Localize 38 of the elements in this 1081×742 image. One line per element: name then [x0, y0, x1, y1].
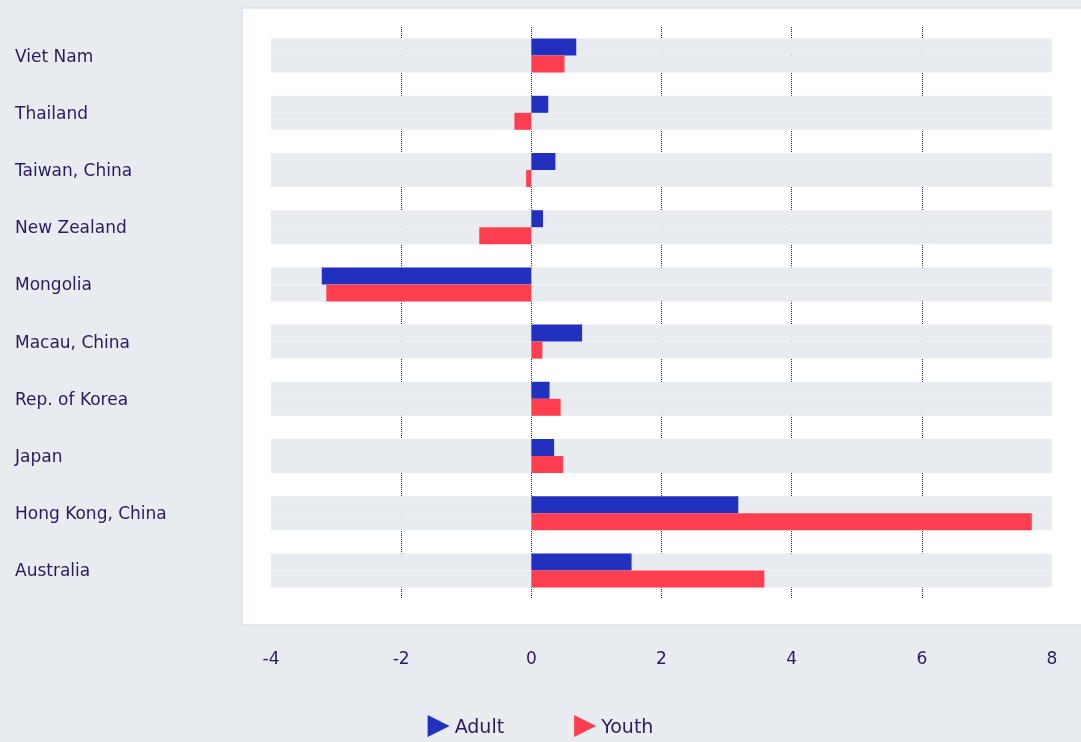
y-tick-label: Rep. of Korea	[15, 388, 129, 409]
bar	[531, 210, 544, 228]
x-tick-label: 2	[656, 647, 667, 668]
bar	[531, 95, 549, 113]
bar	[531, 381, 550, 399]
y-tick-label: Hong Kong, China	[15, 503, 167, 524]
legend-label: Youth	[600, 715, 654, 737]
y-tick-label: Macau, China	[15, 331, 130, 352]
bar	[531, 553, 632, 571]
y-tick-label: New Zealand	[15, 217, 127, 238]
legend-label: Adult	[454, 715, 505, 737]
bar	[531, 341, 543, 359]
bar	[531, 55, 565, 73]
bar	[531, 153, 556, 170]
y-tick-label: Thailand	[14, 102, 89, 123]
x-tick-label: 8	[1046, 647, 1058, 668]
x-tick-label: 4	[786, 647, 798, 668]
y-tick-label: Australia	[15, 560, 91, 581]
x-tick-label: 0	[525, 647, 537, 668]
y-tick-label: Japan	[14, 446, 63, 466]
bar	[531, 38, 577, 56]
bar	[326, 284, 532, 302]
x-tick-label: -2	[392, 647, 410, 668]
bar	[479, 227, 532, 245]
bar	[514, 112, 532, 130]
bar	[531, 439, 555, 456]
bar	[531, 398, 561, 416]
bar	[321, 267, 532, 285]
x-tick-label: 6	[916, 647, 928, 668]
bar	[526, 170, 532, 187]
y-tick-label: Mongolia	[15, 274, 92, 295]
bar	[531, 456, 564, 473]
bar	[531, 324, 583, 342]
bar	[531, 570, 765, 588]
y-tick-label: Viet Nam	[15, 45, 94, 66]
bar	[531, 496, 739, 514]
x-tick-label: -4	[262, 647, 280, 668]
y-tick-label: Taiwan, China	[14, 160, 133, 180]
